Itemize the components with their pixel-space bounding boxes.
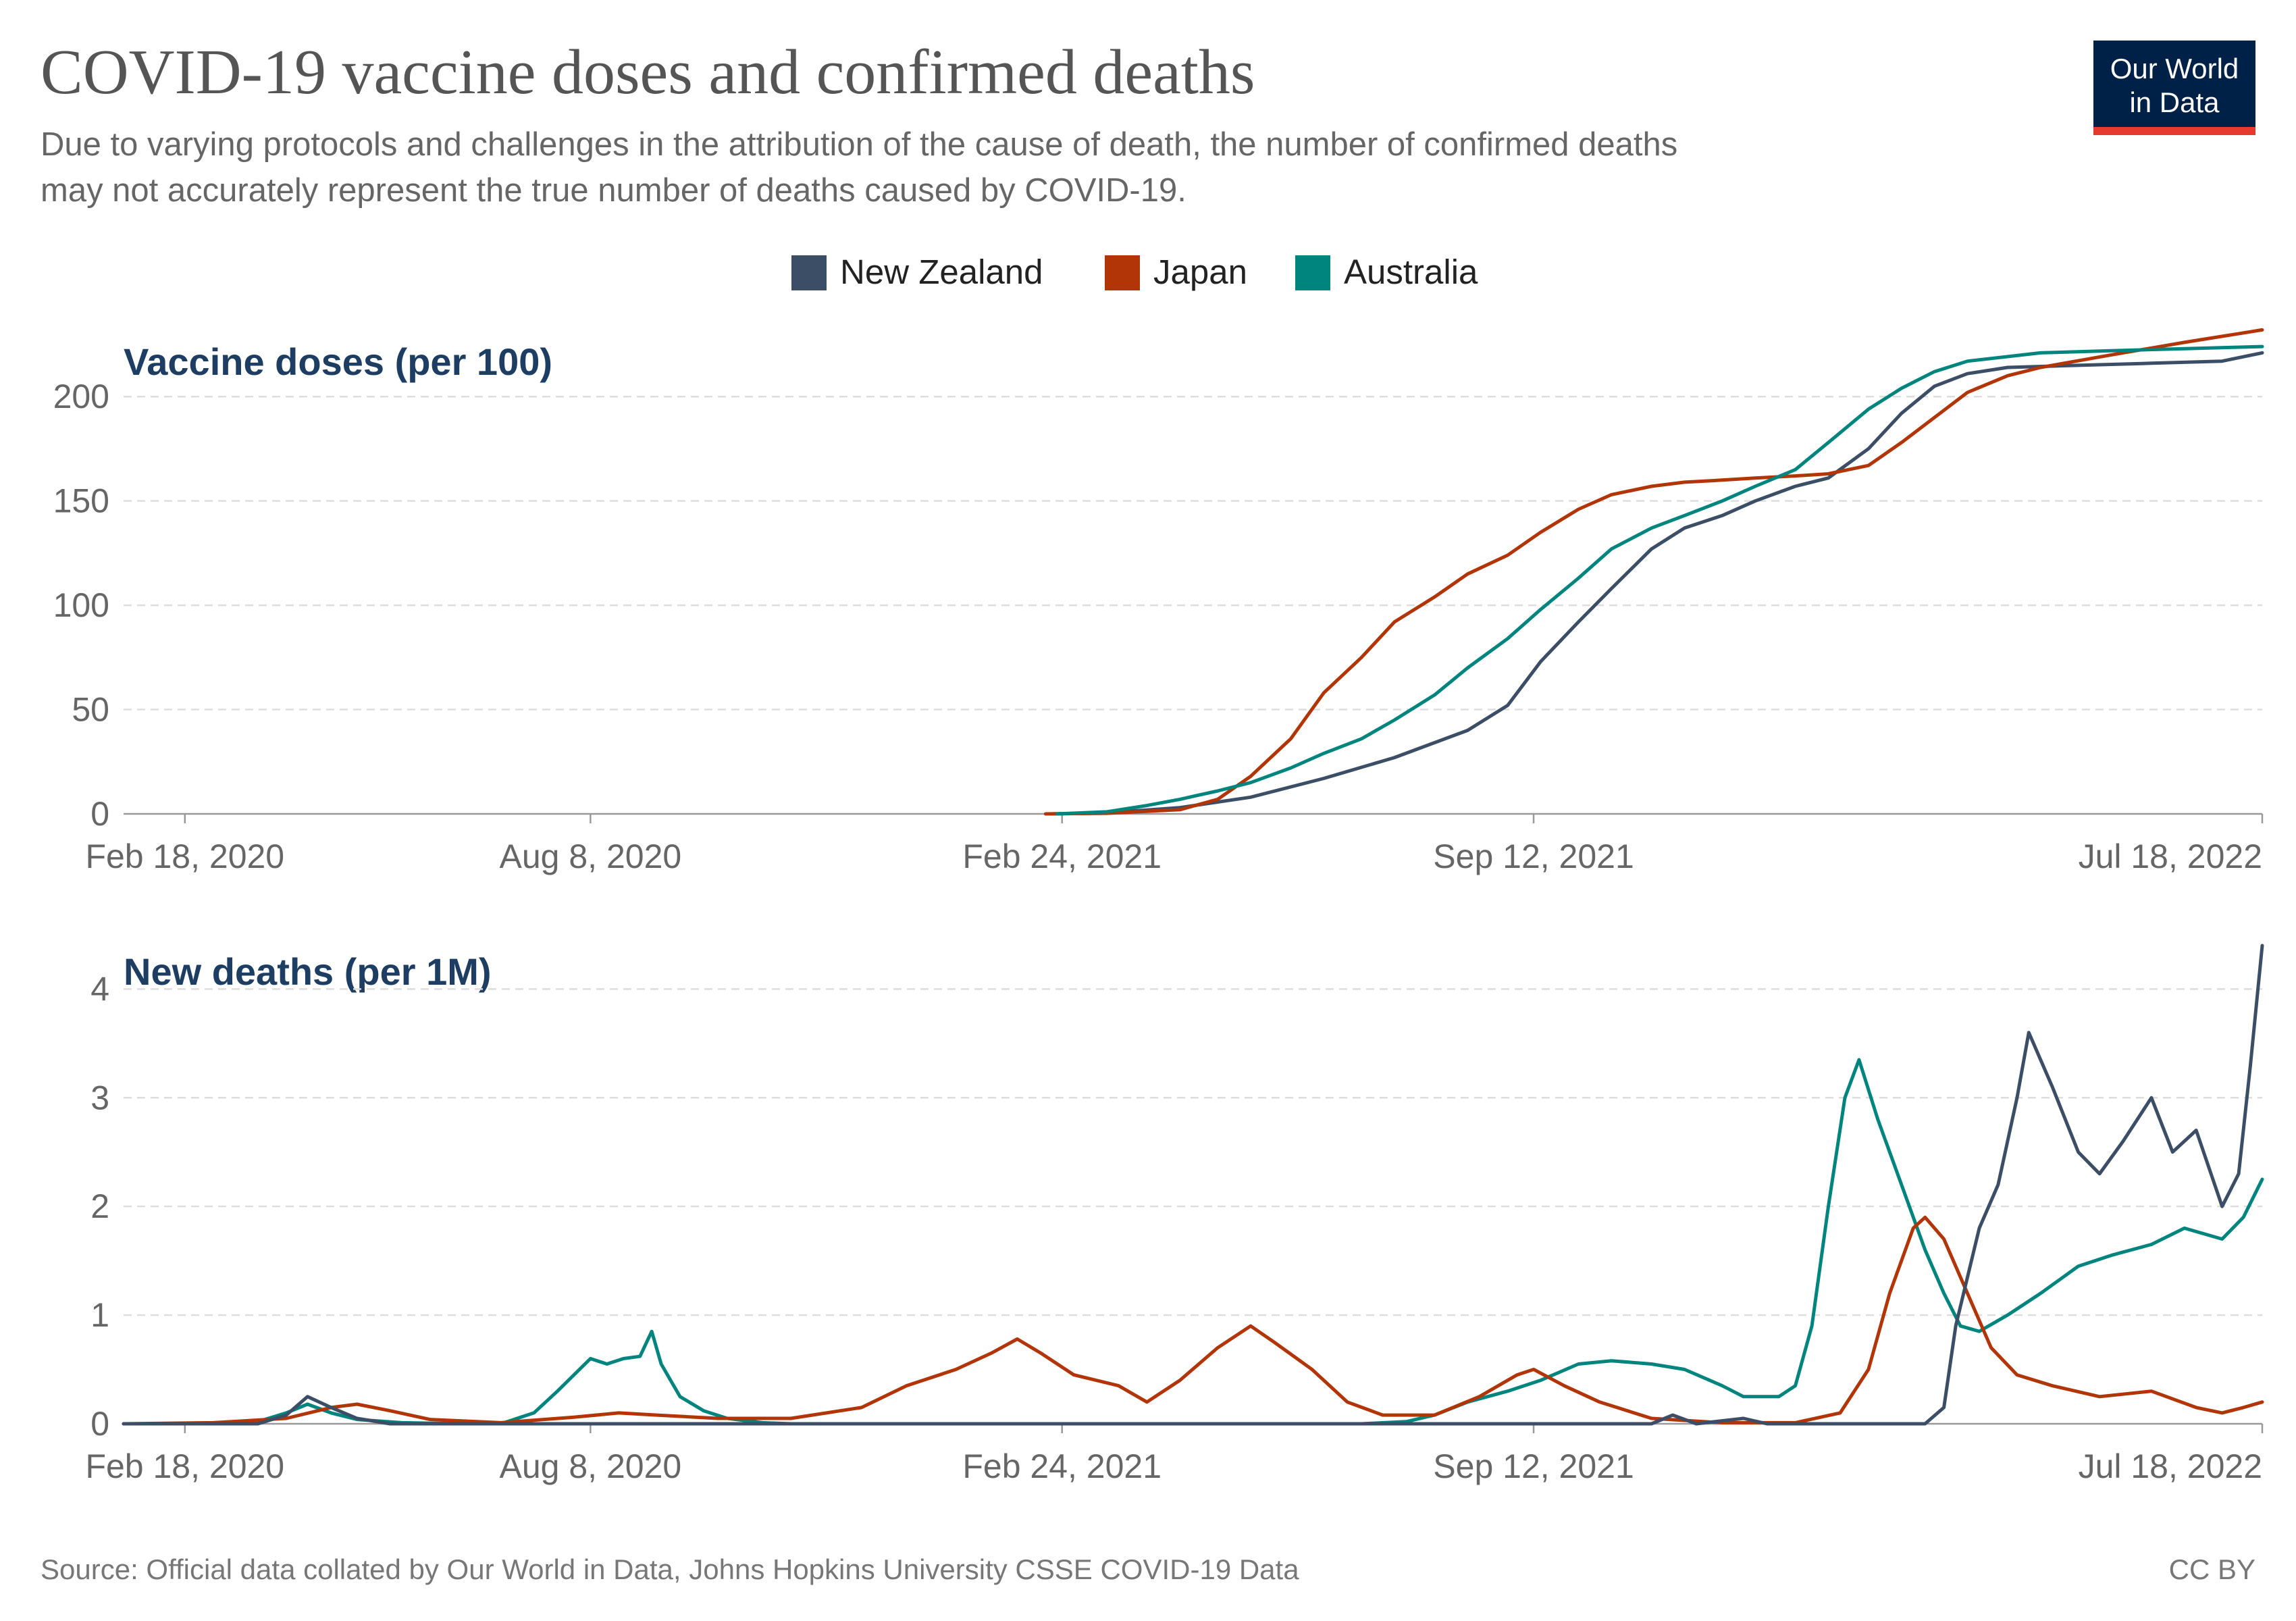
vaccine-y-tick-label: 100 [53,586,109,624]
chart-subtitle-line-2: may not accurately represent the true nu… [41,172,1186,209]
deaths-panel-title: New deaths (per 1M) [124,950,492,993]
deaths-y-tick-label: 4 [90,970,109,1008]
vaccine-panel-title: Vaccine doses (per 100) [124,340,552,383]
legend-label-new-zealand: New Zealand [840,253,1043,291]
deaths-x-tick-label: Feb 18, 2020 [85,1447,284,1485]
vaccine-x-tick-label: Sep 12, 2021 [1433,838,1634,875]
logo-line-1: Our World [2110,53,2239,84]
legend-label-australia: Australia [1344,253,1478,291]
deaths-x-tick-label: Sep 12, 2021 [1433,1447,1634,1485]
vaccine-series-line-new-zealand[interactable] [1048,351,2264,816]
vaccine-x-tick-label: Aug 8, 2020 [500,838,682,875]
vaccine-y-tick-label: 200 [53,378,109,415]
vaccine-doses-panel: Vaccine doses (per 100) 0 50 100 150 200 Feb 1… [53,328,2264,875]
vaccine-y-tick-label: 50 [72,691,109,729]
legend-item-new-zealand[interactable]: New Zealand [791,253,1043,291]
deaths-y-tick-label: 2 [90,1187,109,1225]
legend-swatch-japan [1105,255,1140,290]
legend-swatch-new-zealand [791,255,827,290]
legend-item-australia[interactable]: Australia [1295,253,1478,291]
deaths-y-tick-label: 1 [90,1296,109,1334]
vaccine-x-tick-label: Feb 24, 2021 [962,838,1162,875]
vaccine-x-tick-label: Jul 18, 2022 [2079,838,2262,875]
legend-label-japan: Japan [1153,253,1247,291]
source-note[interactable]: Source: Official data collated by Our Wo… [41,1553,1299,1585]
legend: New Zealand Japan Australia [791,253,1478,291]
chart-title: COVID-19 vaccine doses and confirmed dea… [41,37,1255,107]
vaccine-y-tick-label: 150 [53,482,109,520]
deaths-x-tick-label: Aug 8, 2020 [500,1447,682,1485]
logo-line-2: in Data [2129,86,2220,118]
deaths-series-line-australia[interactable] [122,1058,2264,1426]
logo-accent-bar [2093,127,2255,135]
deaths-y-tick-label: 0 [90,1405,109,1443]
license-label[interactable]: CC BY [2169,1553,2255,1585]
vaccine-series-line-japan[interactable] [1043,328,2264,816]
new-deaths-panel: New deaths (per 1M) 0 1 2 3 4 Feb 18, 2020 Aug … [85,944,2264,1485]
deaths-series-line-japan[interactable] [122,1215,2264,1426]
legend-item-japan[interactable]: Japan [1105,253,1247,291]
legend-swatch-australia [1295,255,1330,290]
vaccine-x-tick-label: Feb 18, 2020 [85,838,284,875]
vaccine-series-line-australia[interactable] [1055,344,2264,816]
deaths-series-line-new-zealand[interactable] [122,944,2264,1426]
vaccine-y-tick-label: 0 [90,795,109,833]
chart-subtitle-line-1: Due to varying protocols and challenges … [41,126,1677,163]
logo-background [2093,41,2255,127]
deaths-x-tick-label: Jul 18, 2022 [2079,1447,2262,1485]
deaths-y-tick-label: 3 [90,1079,109,1116]
deaths-x-tick-label: Feb 24, 2021 [962,1447,1162,1485]
owid-logo[interactable]: Our World in Data [2093,41,2255,135]
